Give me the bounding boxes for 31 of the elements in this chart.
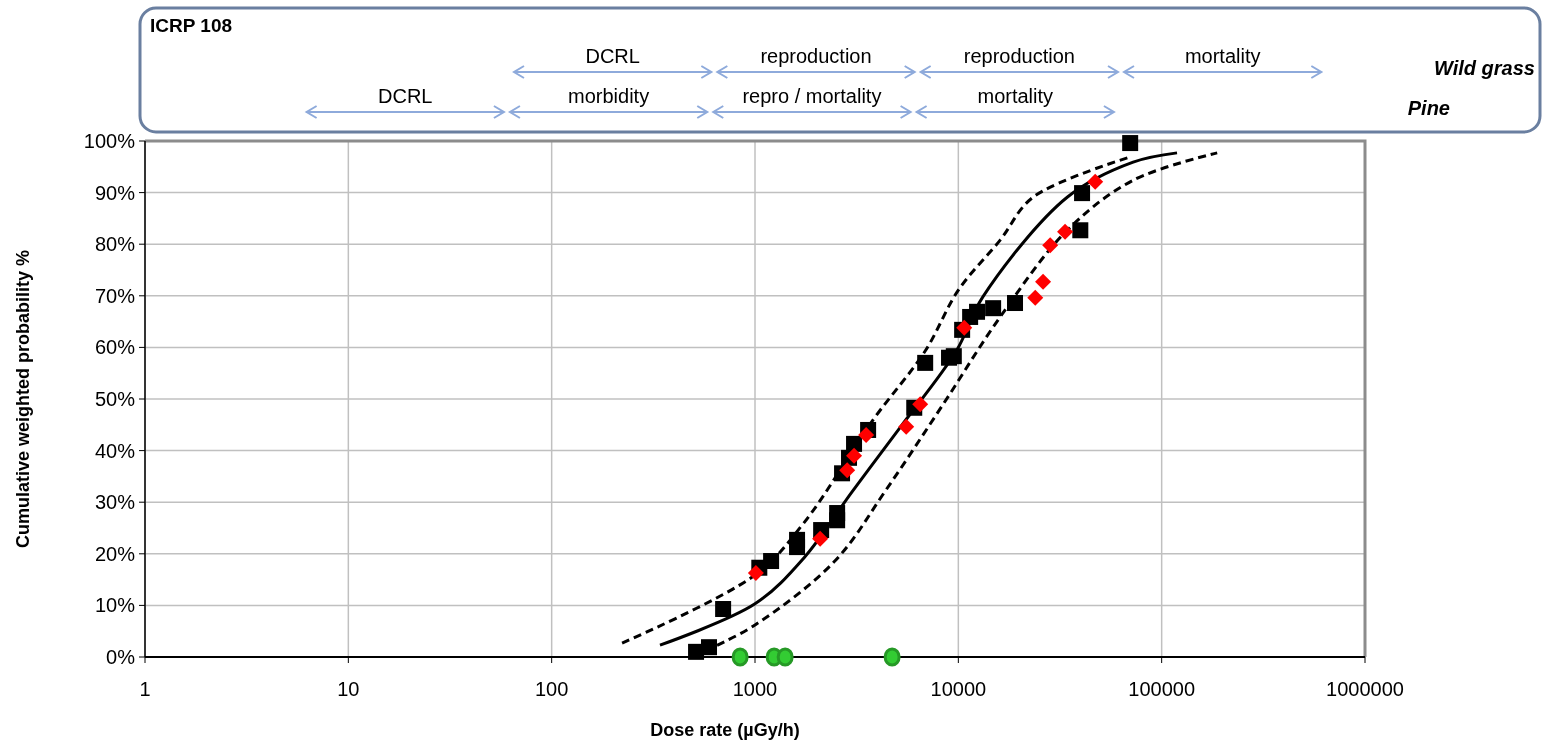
- text: morbidity: [568, 85, 650, 107]
- y-tick-label: 50%: [94, 388, 136, 410]
- y-tick-label: 0%: [106, 646, 136, 668]
- text: repro / mortality: [742, 85, 882, 107]
- text: reproduction: [963, 45, 1075, 67]
- text: mortality: [977, 85, 1054, 107]
- y-tick-label: 40%: [94, 439, 136, 462]
- x-tick-label: 10: [337, 678, 360, 700]
- x-tick-label: 10000: [930, 678, 987, 700]
- x-tick-label: 100: [534, 678, 569, 700]
- text: Pine: [1407, 97, 1450, 119]
- y-tick-label: 10%: [94, 594, 136, 617]
- text: mortality: [1184, 45, 1261, 67]
- y-axis-title: Cumulative weighted probability %: [13, 249, 33, 549]
- text: DCRL: [585, 45, 640, 67]
- text: DCRL: [378, 85, 433, 107]
- y-tick-label: 90%: [94, 181, 136, 204]
- text: Wild grass: [1434, 57, 1535, 79]
- x-axis-title: Dose rate (µGy/h): [650, 720, 800, 740]
- x-tick-label: 1000: [732, 678, 778, 700]
- y-tick-label: 80%: [94, 233, 136, 256]
- y-tick-label: 30%: [94, 491, 136, 514]
- text: ICRP 108: [150, 15, 233, 36]
- x-tick-label: 100000: [1128, 678, 1196, 700]
- text: reproduction: [760, 45, 872, 67]
- x-tick-label: 1: [139, 678, 151, 700]
- y-tick-label: 70%: [94, 284, 136, 307]
- x-tick-label: 1000000: [1326, 678, 1404, 700]
- y-tick-label: 100%: [83, 130, 136, 152]
- y-tick-label: 20%: [94, 542, 136, 565]
- y-tick-label: 60%: [94, 336, 136, 359]
